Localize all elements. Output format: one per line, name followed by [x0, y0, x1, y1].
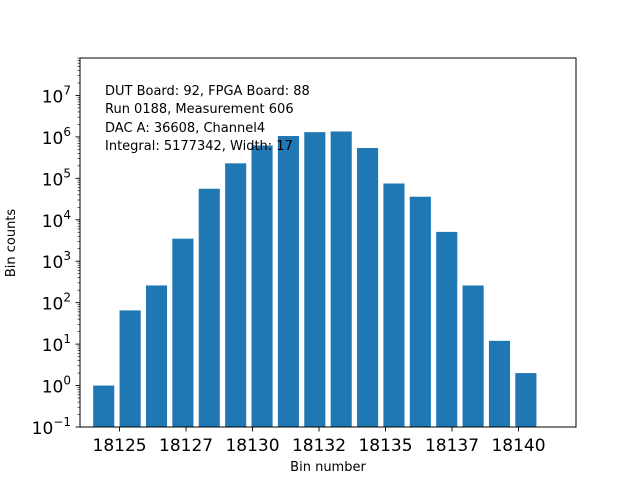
bar-18125	[119, 310, 141, 427]
bar-18132	[304, 132, 326, 427]
y-tick-label: 10−1	[32, 415, 71, 439]
bar-18133	[330, 131, 352, 427]
annotation-line-3: DAC A: 36608, Channel4	[105, 121, 265, 136]
x-tick-label: 18137	[425, 436, 479, 456]
annotation-line-1: DUT Board: 92, FPGA Board: 88	[105, 84, 310, 99]
x-tick-label: 18140	[491, 436, 545, 456]
y-tick-label: 105	[42, 166, 71, 190]
annotation-block: DUT Board: 92, FPGA Board: 88 Run 0188, …	[105, 84, 310, 154]
bar-18138	[462, 285, 484, 427]
y-axis-label: Bin counts	[4, 209, 19, 278]
bar-18139	[488, 340, 511, 427]
x-axis-ticks: 18125 18127 18130 18132 18135 18137 18140	[93, 427, 546, 456]
annotation-line-4: Integral: 5177342, Width: 17	[105, 139, 293, 154]
bar-18137	[436, 231, 458, 427]
bar-18124	[93, 385, 115, 427]
x-tick-label: 18130	[225, 436, 279, 456]
y-tick-label: 102	[42, 291, 71, 315]
y-tick-label: 101	[42, 332, 71, 356]
y-tick-label: 103	[42, 249, 71, 273]
y-tick-label: 106	[42, 125, 71, 149]
bar-18140	[515, 373, 537, 427]
plot-frame	[79, 57, 577, 428]
x-tick-label: 18132	[292, 436, 346, 456]
bar-18129	[225, 163, 247, 427]
bar-18126	[145, 285, 168, 427]
bar-18130	[251, 145, 273, 428]
y-tick-label: 107	[42, 83, 71, 107]
x-tick-label: 18135	[358, 436, 412, 456]
annotation-line-2: Run 0188, Measurement 606	[105, 102, 294, 117]
bar-18131	[277, 136, 299, 427]
x-tick-label: 18125	[93, 436, 147, 456]
bar-18127	[172, 238, 194, 427]
bars-group	[93, 131, 537, 428]
y-axis-ticks: 10−1 100 101 102 103 104 105 106 107	[32, 57, 80, 439]
bar-18134	[357, 147, 379, 427]
x-axis-label: Bin number	[290, 460, 366, 475]
y-tick-label: 100	[42, 374, 71, 398]
x-tick-label: 18127	[159, 436, 213, 456]
bar-18136	[409, 196, 431, 427]
bar-18135	[383, 183, 405, 427]
bar-18128	[198, 188, 220, 427]
y-tick-label: 104	[42, 208, 71, 232]
